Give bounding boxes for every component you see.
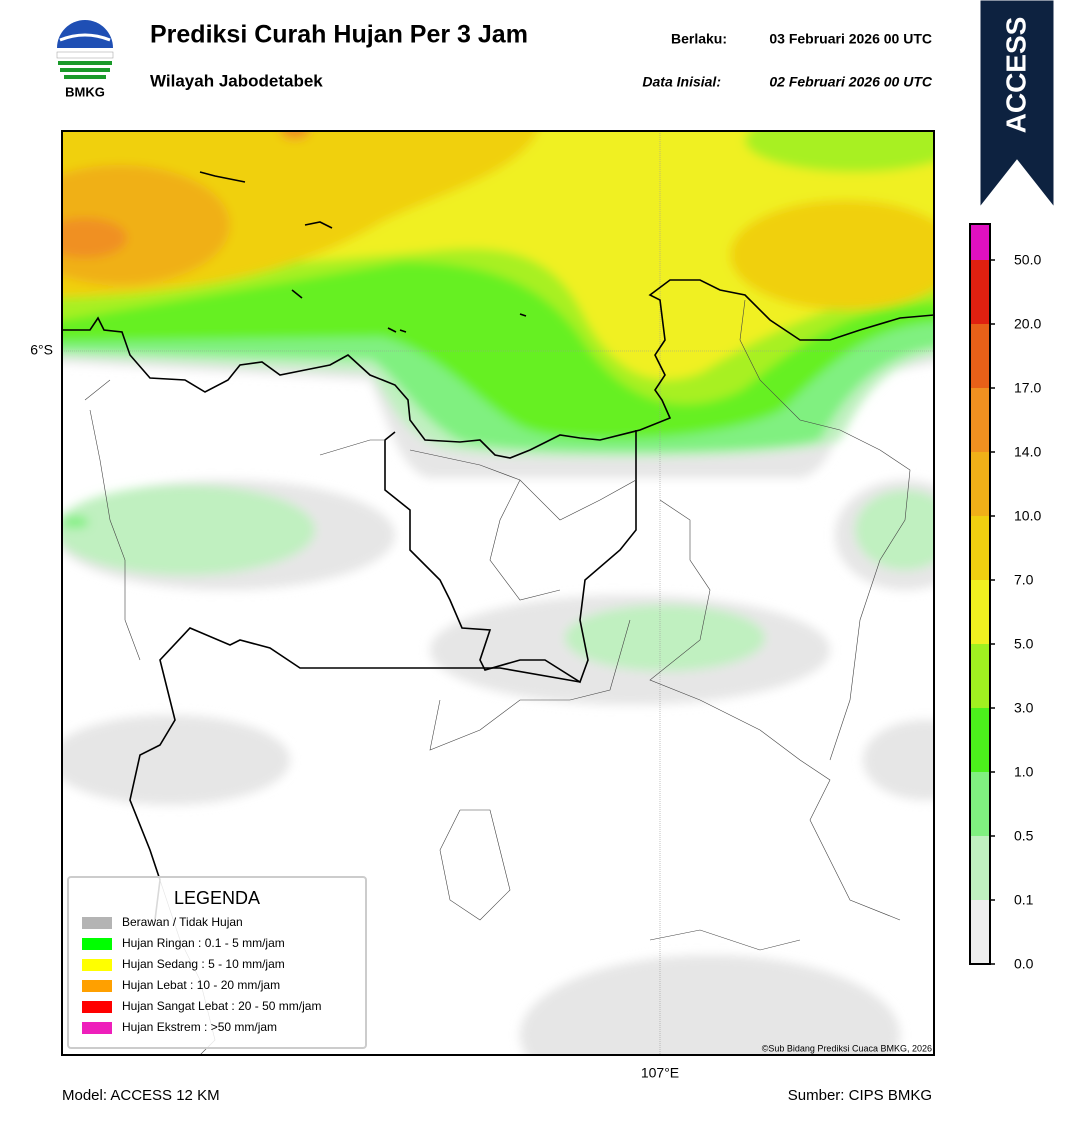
- colorbar-label: 0.5: [1014, 828, 1034, 844]
- legend-swatch: [82, 917, 112, 929]
- colorbar-segment: [970, 708, 990, 772]
- legend-label: Hujan Ekstrem : >50 mm/jam: [122, 1020, 277, 1034]
- legend-swatch: [82, 1001, 112, 1013]
- colorbar-segment: [970, 224, 990, 260]
- legend-swatch: [82, 1022, 112, 1034]
- colorbar-segment: [970, 452, 990, 516]
- colorbar-segment: [970, 644, 990, 708]
- logo: BMKG: [56, 20, 114, 99]
- footer-model: Model: ACCESS 12 KM: [62, 1087, 220, 1104]
- badge: ACCESS: [979, 0, 1055, 209]
- legend-label: Hujan Sangat Lebat : 20 - 50 mm/jam: [122, 999, 321, 1013]
- badge-text: ACCESS: [1000, 17, 1031, 134]
- legend-label: Hujan Ringan : 0.1 - 5 mm/jam: [122, 936, 285, 950]
- colorbar-segment: [970, 260, 990, 324]
- colorbar-label: 10.0: [1014, 508, 1041, 524]
- legend-swatch: [82, 959, 112, 971]
- colorbar-frame: [969, 223, 991, 965]
- colorbar: 0.0 0.1 0.5 1.0 3.0 5.0 7.0 10.0 14.0 17.0 20.0 50.…: [969, 223, 1041, 972]
- logo-text: BMKG: [65, 84, 105, 99]
- colorbar-label: 7.0: [1014, 572, 1034, 588]
- colorbar-label: 50.0: [1014, 252, 1041, 268]
- legend-swatch: [82, 938, 112, 950]
- colorbar-segment: [970, 324, 990, 388]
- initial-date: 02 Februari 2026 00 UTC: [769, 74, 933, 90]
- valid-date: 03 Februari 2026 00 UTC: [769, 31, 932, 47]
- credit: ©Sub Bidang Prediksi Cuaca BMKG, 2026: [762, 1043, 932, 1053]
- legend-label: Hujan Lebat : 10 - 20 mm/jam: [122, 978, 280, 992]
- colorbar-label: 0.1: [1014, 892, 1034, 908]
- initial-label: Data Inisial:: [642, 74, 721, 90]
- legend-swatch: [82, 980, 112, 992]
- map: ©Sub Bidang Prediksi Cuaca BMKG, 2026: [62, 131, 934, 1055]
- colorbar-segment: [970, 388, 990, 452]
- legend-label: Hujan Sedang : 5 - 10 mm/jam: [122, 957, 285, 971]
- colorbar-label: 14.0: [1014, 444, 1041, 460]
- colorbar-label: 20.0: [1014, 316, 1041, 332]
- colorbar-segment: [970, 580, 990, 644]
- colorbar-segment: [970, 900, 990, 964]
- lon-label: 107°E: [641, 1065, 679, 1081]
- colorbar-label: 1.0: [1014, 764, 1034, 780]
- map-frame: [61, 130, 935, 1056]
- legend: LEGENDA Berawan / Tidak Hujan Hujan Ringa…: [67, 876, 367, 1049]
- colorbar-label: 17.0: [1014, 380, 1041, 396]
- colorbar-label: 5.0: [1014, 636, 1034, 652]
- colorbar-label: 3.0: [1014, 700, 1034, 716]
- colorbar-label: 0.0: [1014, 956, 1034, 972]
- valid-label: Berlaku:: [671, 31, 727, 47]
- colorbar-segment: [970, 516, 990, 580]
- colorbar-segment: [970, 772, 990, 836]
- subtitle: Wilayah Jabodetabek: [150, 71, 323, 90]
- footer-source: Sumber: CIPS BMKG: [788, 1087, 932, 1104]
- title: Prediksi Curah Hujan Per 3 Jam: [150, 21, 528, 49]
- legend-label: Berawan / Tidak Hujan: [122, 915, 243, 929]
- colorbar-segment: [970, 836, 990, 900]
- legend-title: LEGENDA: [174, 888, 260, 908]
- lat-label: 6°S: [30, 342, 53, 358]
